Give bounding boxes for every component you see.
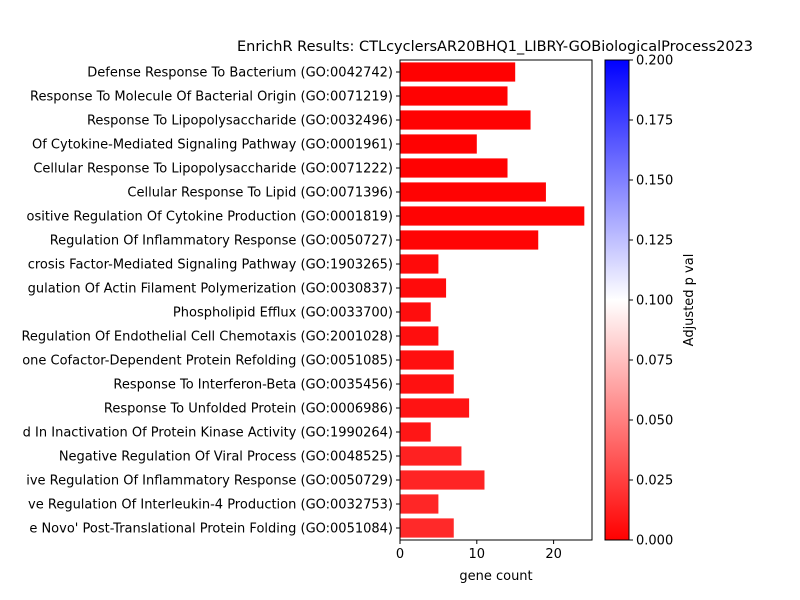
- bar: [400, 134, 477, 154]
- colorbar-tick-label: 0.175: [636, 114, 673, 129]
- colorbar-tick-label: 0.025: [636, 474, 673, 489]
- colorbar-tick-label: 0.000: [636, 534, 673, 549]
- bar: [400, 110, 531, 130]
- category-labels: Defense Response To Bacterium (GO:004274…: [21, 66, 400, 537]
- category-label: ositive Regulation Of Cytokine Productio…: [27, 210, 394, 225]
- category-label: Regulation Of Endothelial Cell Chemotaxi…: [21, 330, 393, 345]
- colorbar: [604, 59, 630, 541]
- x-tick-label: 0: [396, 547, 404, 562]
- colorbar-label: Adjusted p val: [682, 254, 697, 347]
- bar: [400, 302, 431, 322]
- category-label: Of Cytokine-Mediated Signaling Pathway (…: [32, 138, 393, 153]
- bar: [400, 278, 447, 298]
- category-label: Response To Interferon-Beta (GO:0035456): [113, 378, 393, 393]
- plot-frame: [399, 59, 593, 541]
- bar: [400, 422, 431, 442]
- bar: [400, 206, 585, 226]
- bar: [400, 182, 546, 202]
- x-tick-label: 10: [469, 547, 486, 562]
- category-label: Defense Response To Bacterium (GO:004274…: [87, 66, 393, 81]
- bar: [400, 230, 539, 250]
- category-label: Cellular Response To Lipopolysaccharide …: [33, 162, 393, 177]
- bar: [400, 470, 485, 490]
- category-label: Cellular Response To Lipid (GO:0071396): [127, 186, 393, 201]
- colorbar-tick-label: 0.150: [636, 174, 673, 189]
- colorbar-tick-label: 0.050: [636, 414, 673, 429]
- bar: [400, 374, 454, 394]
- colorbar-tick-label: 0.075: [636, 354, 673, 369]
- bar: [400, 494, 439, 514]
- category-label: d In Inactivation Of Protein Kinase Acti…: [23, 426, 393, 441]
- category-label: e Novo' Post-Translational Protein Foldi…: [29, 522, 393, 537]
- bar: [400, 254, 439, 274]
- bar: [400, 326, 439, 346]
- category-label: Regulation Of Inflammatory Response (GO:…: [50, 234, 393, 249]
- bar: [400, 350, 454, 370]
- bar: [400, 62, 516, 82]
- bar: [400, 446, 462, 466]
- category-label: Phospholipid Efflux (GO:0033700): [173, 306, 393, 321]
- x-axis-ticks: 0 10 20: [396, 540, 562, 562]
- chart-title: EnrichR Results: CTLcyclersAR20BHQ1_LIBR…: [237, 39, 753, 55]
- bar: [400, 518, 454, 538]
- category-label: Negative Regulation Of Viral Process (GO…: [59, 450, 393, 465]
- category-label: crosis Factor-Mediated Signaling Pathway…: [28, 258, 393, 273]
- colorbar-tick-label: 0.200: [636, 54, 673, 69]
- category-label: Response To Molecule Of Bacterial Origin…: [30, 90, 393, 105]
- x-axis-label: gene count: [459, 569, 532, 584]
- category-label: Response To Unfolded Protein (GO:0006986…: [104, 402, 393, 417]
- category-label: ve Regulation Of Interleukin-4 Productio…: [28, 498, 393, 513]
- category-label: gulation Of Actin Filament Polymerizatio…: [28, 282, 393, 297]
- bars-group: [400, 62, 585, 538]
- category-label: Response To Lipopolysaccharide (GO:00324…: [87, 114, 393, 129]
- bar: [400, 398, 470, 418]
- colorbar-ticks: 0.000 0.025 0.050 0.075 0.100 0.125 0.150 0.175…: [629, 54, 673, 549]
- category-label: ive Regulation Of Inflammatory Response …: [26, 474, 393, 489]
- colorbar-tick-label: 0.100: [636, 294, 673, 309]
- colorbar-tick-label: 0.125: [636, 234, 673, 249]
- category-label: one Cofactor-Dependent Protein Refolding…: [22, 354, 393, 369]
- bar: [400, 86, 508, 106]
- bar: [400, 158, 508, 178]
- x-tick-label: 20: [545, 547, 562, 562]
